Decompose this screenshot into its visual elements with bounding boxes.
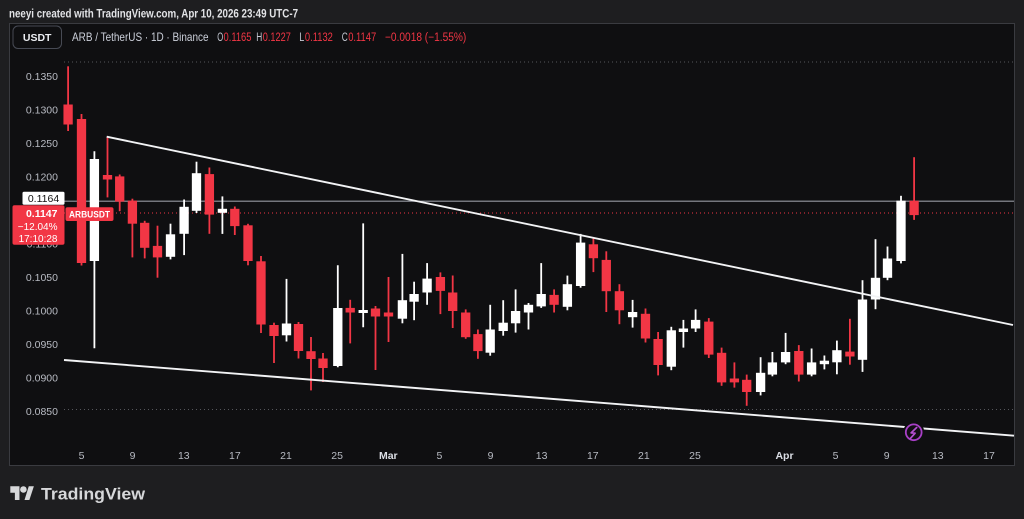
svg-text:−12.04%: −12.04% [18, 222, 58, 233]
svg-text:9: 9 [884, 450, 890, 462]
svg-text:0.1165: 0.1165 [224, 32, 252, 44]
svg-text:0.1250: 0.1250 [26, 138, 58, 150]
svg-text:13: 13 [178, 450, 190, 462]
svg-text:0.0950: 0.0950 [26, 339, 58, 351]
svg-text:Mar: Mar [379, 450, 398, 462]
svg-text:0.1200: 0.1200 [26, 172, 58, 184]
svg-text:0.1050: 0.1050 [26, 272, 58, 284]
svg-text:17: 17 [587, 450, 599, 462]
svg-text:ARB / TetherUS · 1D · Binance: ARB / TetherUS · 1D · Binance [72, 30, 209, 44]
svg-text:0.0900: 0.0900 [26, 373, 58, 385]
svg-text:21: 21 [638, 450, 650, 462]
svg-text:H: H [256, 32, 262, 44]
svg-text:13: 13 [536, 450, 548, 462]
svg-text:0.1350: 0.1350 [26, 71, 58, 83]
svg-text:L: L [299, 32, 304, 44]
svg-text:0.1132: 0.1132 [305, 32, 333, 44]
svg-text:17:10:28: 17:10:28 [19, 234, 58, 245]
svg-text:0.0850: 0.0850 [26, 406, 58, 418]
svg-text:0.1300: 0.1300 [26, 105, 58, 117]
svg-text:C: C [342, 32, 348, 44]
svg-text:0.1000: 0.1000 [26, 306, 58, 318]
svg-text:21: 21 [280, 450, 292, 462]
svg-text:25: 25 [689, 450, 701, 462]
svg-text:17: 17 [983, 450, 995, 462]
svg-text:−0.0018 (−1.55%): −0.0018 (−1.55%) [385, 32, 466, 44]
svg-text:5: 5 [79, 450, 85, 462]
svg-text:TradingView: TradingView [41, 485, 146, 504]
svg-text:0.1147: 0.1147 [26, 208, 58, 220]
svg-text:9: 9 [130, 450, 136, 462]
svg-text:0.1164: 0.1164 [28, 193, 59, 205]
svg-text:5: 5 [436, 450, 442, 462]
svg-text:ARBUSDT: ARBUSDT [69, 210, 110, 221]
svg-text:Apr: Apr [775, 450, 793, 462]
svg-text:neeyi created with TradingView: neeyi created with TradingView.com, Apr … [9, 8, 298, 20]
svg-text:5: 5 [833, 450, 839, 462]
svg-text:0.1227: 0.1227 [263, 32, 291, 44]
svg-text:13: 13 [932, 450, 944, 462]
svg-text:USDT: USDT [23, 32, 52, 44]
svg-text:25: 25 [331, 450, 343, 462]
svg-text:17: 17 [229, 450, 241, 462]
svg-text:O: O [217, 32, 223, 44]
svg-text:9: 9 [488, 450, 494, 462]
svg-text:0.1147: 0.1147 [348, 32, 376, 44]
